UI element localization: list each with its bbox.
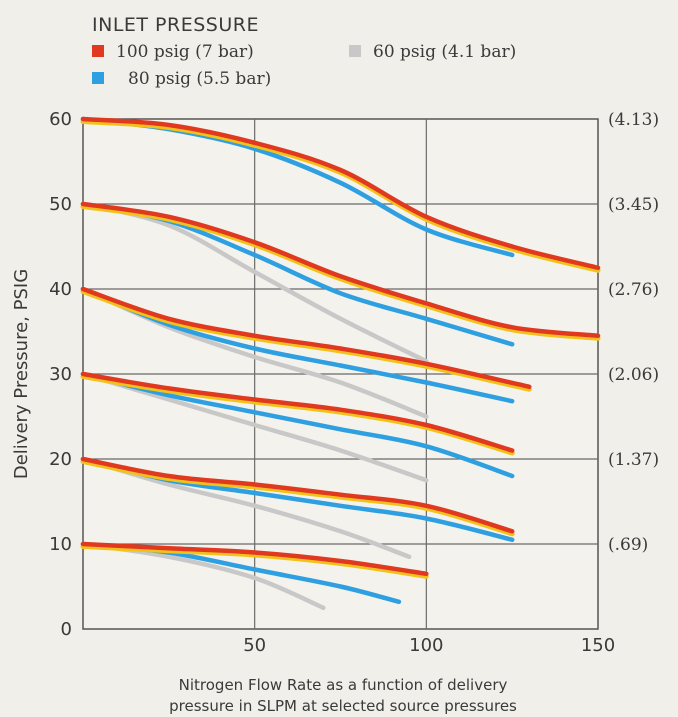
legend-label-100psig: 100 psig (7 bar) (116, 42, 254, 62)
y-tick-label-50: 50 (49, 194, 72, 215)
series-underline-100psig-sp20 (80, 459, 515, 537)
right-axis-label-50: (3.45) (608, 195, 659, 215)
right-axis-label-30: (2.06) (608, 365, 659, 385)
series-underline-100psig-sp10 (80, 544, 429, 579)
legend-swatch-80psig (92, 72, 104, 84)
series-underline-100psig-sp30 (80, 374, 515, 456)
series-underline-100psig-sp60 (80, 119, 601, 273)
series-lines (80, 116, 601, 611)
x-tick-label-150: 150 (581, 635, 615, 656)
series-underline-100psig-sp40 (80, 289, 532, 392)
series-line-60psig-sp30 (80, 371, 429, 483)
series-underline-100psig-sp50 (80, 204, 601, 341)
y-tick-label-30: 30 (49, 364, 72, 385)
legend-swatch-60psig (349, 45, 361, 57)
series-line-80psig-sp30 (80, 371, 515, 479)
series-line-100psig-sp60 (80, 116, 601, 271)
y-tick-label-60: 60 (49, 109, 72, 130)
right-axis-label-40: (2.76) (608, 280, 659, 300)
caption-line-1: Nitrogen Flow Rate as a function of deli… (179, 676, 508, 694)
caption-line-2: pressure in SLPM at selected source pres… (169, 697, 517, 715)
y-tick-label-20: 20 (49, 449, 72, 470)
x-tick-label-100: 100 (409, 635, 443, 656)
right-axis-labels: (4.13) (3.45) (2.76) (2.06) (1.37) (.69) (608, 110, 659, 555)
y-axis-label: Delivery Pressure, PSIG (11, 269, 32, 479)
y-tick-label-0: 0 (61, 619, 72, 640)
right-axis-label-10: (.69) (608, 535, 648, 555)
series-line-100psig-sp50 (80, 201, 601, 339)
series-line-80psig-sp40 (80, 286, 515, 404)
legend: INLET PRESSURE 100 psig (7 bar) 80 psig … (92, 14, 516, 89)
right-axis-label-20: (1.37) (608, 450, 659, 470)
series-line-100psig-sp30 (80, 371, 515, 453)
x-tick-labels: 50 100 150 (243, 635, 615, 656)
grid-lines (83, 119, 598, 629)
series-line-100psig-sp40 (80, 286, 532, 390)
series-line-100psig-sp20 (80, 456, 515, 534)
y-tick-label-10: 10 (49, 534, 72, 555)
x-tick-label-50: 50 (243, 635, 266, 656)
y-tick-label-40: 40 (49, 279, 72, 300)
legend-label-80psig: 80 psig (5.5 bar) (128, 69, 271, 89)
right-axis-label-60: (4.13) (608, 110, 659, 130)
legend-swatch-100psig (92, 45, 104, 57)
y-tick-labels: 0 10 20 30 40 50 60 (49, 109, 72, 640)
series-line-60psig-sp20 (80, 456, 412, 560)
legend-label-60psig: 60 psig (4.1 bar) (373, 42, 516, 62)
legend-title: INLET PRESSURE (92, 14, 259, 36)
series-line-100psig-sp10 (80, 541, 429, 577)
